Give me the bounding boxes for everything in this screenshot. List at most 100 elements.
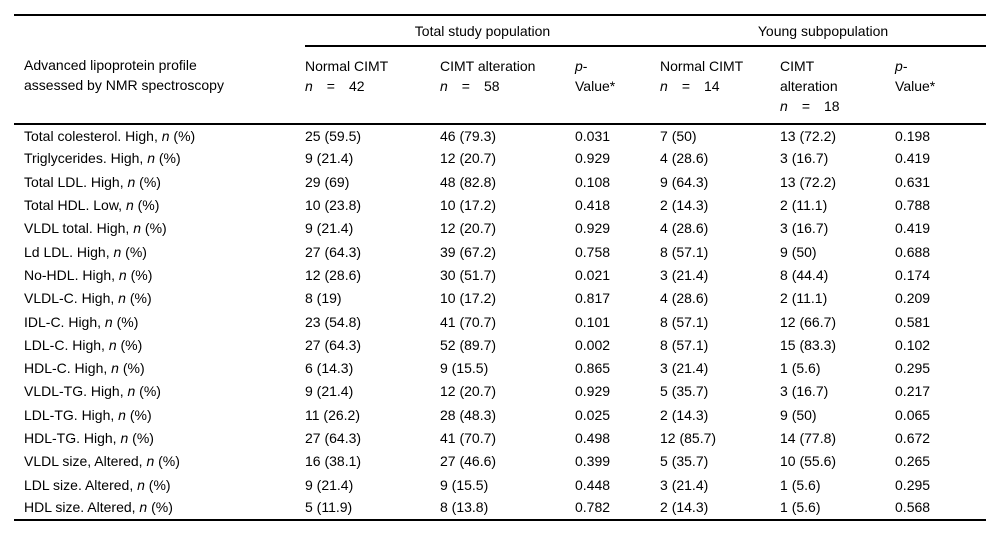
table-row: No-HDL. High, n (%) 12 (28.6) 30 (51.7) 0.0… [14, 264, 986, 287]
data-cell: 0.865 [575, 360, 611, 377]
data-cell: 4 (28.6) [660, 290, 709, 307]
data-cell: 10 (55.6) [780, 453, 837, 470]
data-cell: 0.198 [895, 127, 931, 144]
row-label: VLDL-C. High, n (%) [24, 290, 152, 307]
data-cell: 0.498 [575, 430, 611, 446]
data-cell: 9 (50) [780, 406, 817, 423]
data-cell: 11 (26.2) [305, 406, 360, 423]
data-cell: 10 (17.2) [440, 197, 497, 214]
data-cell: 0.021 [575, 266, 611, 283]
data-cell: 9 (21.4) [305, 383, 354, 400]
data-cell: 0.817 [575, 290, 611, 307]
row-label: VLDL-TG. High, n (%) [24, 383, 161, 400]
data-cell: 4 (28.6) [660, 150, 709, 167]
row-label: VLDL size, Altered, n (%) [24, 453, 180, 470]
data-cell: 27 (64.3) [305, 430, 362, 446]
group-header-spacer [14, 15, 305, 46]
group-header-total-study-population: Total study population [305, 15, 661, 47]
data-cell: 41 (70.7) [440, 313, 497, 330]
data-cell: 3 (16.7) [780, 150, 829, 167]
data-cell: 0.295 [895, 360, 931, 377]
row-header-advanced-lipoprotein-profile: Advanced lipoprotein profile assessed by… [14, 46, 305, 125]
data-cell: 0.174 [895, 266, 931, 283]
data-cell: 8 (44.4) [780, 266, 829, 283]
data-cell: 8 (57.1) [660, 336, 709, 353]
data-cell: 9 (64.3) [660, 173, 709, 190]
data-cell: 0.929 [575, 220, 611, 237]
table-row: Total HDL. Low, n (%) 10 (23.8) 10 (17.2) 0… [14, 194, 986, 217]
data-cell: 3 (21.4) [660, 360, 709, 377]
data-cell: 12 (28.6) [305, 266, 362, 283]
data-cell: 9 (21.4) [305, 150, 354, 167]
data-cell: 3 (21.4) [660, 476, 709, 493]
data-cell: 5 (11.9) [305, 499, 353, 516]
data-cell: 12 (20.7) [440, 383, 497, 400]
data-cell: 13 (72.2) [780, 173, 837, 190]
table-row: LDL-TG. High, n (%) 11 (26.2) 28 (48.3) 0.0… [14, 404, 986, 427]
row-label: HDL size. Altered, n (%) [24, 499, 173, 516]
data-cell: 4 (28.6) [660, 220, 709, 237]
data-cell: 0.672 [895, 430, 931, 446]
col-header-cimt-alteration-total: CIMT alteration n = 58 [440, 46, 575, 125]
data-cell: 9 (15.5) [440, 476, 489, 493]
lipoprotein-profile-table: Total study population Young subpopulati… [14, 14, 987, 522]
data-cell: 27 (64.3) [305, 243, 362, 260]
data-cell: 0.031 [575, 127, 611, 144]
data-cell: 0.631 [895, 173, 931, 190]
data-cell: 2 (14.3) [660, 499, 709, 516]
data-cell: 1 (5.6) [780, 476, 821, 493]
table-row: VLDL-TG. High, n (%) 9 (21.4) 12 (20.7) 0.9… [14, 380, 986, 403]
table-row: VLDL-C. High, n (%) 8 (19) 10 (17.2) 0.817 4… [14, 287, 986, 310]
data-cell: 2 (11.1) [780, 197, 828, 214]
table-row: HDL-TG. High, n (%) 27 (64.3) 41 (70.7) 0.4… [14, 427, 986, 450]
row-header-line1: Advanced lipoprotein profile [24, 57, 197, 73]
group-header-young-subpopulation: Young subpopulation [660, 15, 987, 47]
data-cell: 6 (14.3) [305, 360, 354, 377]
data-cell: 9 (15.5) [440, 360, 489, 377]
data-cell: 2 (14.3) [660, 406, 709, 423]
data-cell: 1 (5.6) [780, 360, 821, 377]
data-cell: 12 (85.7) [660, 430, 717, 446]
row-label: Total HDL. Low, n (%) [24, 197, 160, 214]
data-cell: 2 (11.1) [780, 290, 828, 307]
data-cell: 2 (14.3) [660, 197, 709, 214]
data-cell: 15 (83.3) [780, 336, 837, 353]
table-row: VLDL total. High, n (%) 9 (21.4) 12 (20.7)… [14, 217, 986, 240]
data-cell: 0.782 [575, 499, 611, 516]
data-cell: 27 (46.6) [440, 453, 497, 470]
data-cell: 12 (20.7) [440, 150, 497, 167]
data-cell: 5 (35.7) [660, 383, 709, 400]
data-cell: 3 (16.7) [780, 383, 829, 400]
data-cell: 0.929 [575, 383, 611, 400]
col-header-p-value-young: p- Value* [895, 46, 987, 125]
data-cell: 46 (79.3) [440, 127, 497, 144]
data-cell: 8 (13.8) [440, 499, 489, 516]
table-row: HDL size. Altered, n (%) 5 (11.9) 8 (13.8)… [14, 497, 986, 520]
data-cell: 0.448 [575, 476, 611, 493]
table-row: VLDL size, Altered, n (%) 16 (38.1) 27 (46… [14, 450, 986, 473]
table-row: Total LDL. High, n (%) 29 (69) 48 (82.8) 0.… [14, 171, 986, 194]
data-cell: 28 (48.3) [440, 406, 497, 423]
table-row: Total colesterol. High, n (%) 25 (59.5) 46… [14, 124, 986, 147]
data-cell: 0.002 [575, 336, 611, 353]
data-cell: 29 (69) [305, 173, 350, 190]
row-label: HDL-TG. High, n (%) [24, 430, 154, 446]
table-row: HDL-C. High, n (%) 6 (14.3) 9 (15.5) 0.865 3… [14, 357, 986, 380]
row-label: Ld LDL. High, n (%) [24, 243, 147, 260]
row-label: LDL-C. High, n (%) [24, 336, 143, 353]
table-row: LDL size. Altered, n (%) 9 (21.4) 9 (15.5)… [14, 473, 986, 496]
data-cell: 8 (19) [305, 290, 342, 307]
data-cell: 30 (51.7) [440, 266, 497, 283]
data-cell: 0.209 [895, 290, 931, 307]
data-cell: 0.065 [895, 406, 931, 423]
row-label: LDL size. Altered, n (%) [24, 476, 171, 493]
data-cell: 0.101 [575, 313, 611, 330]
data-cell: 10 (17.2) [440, 290, 497, 307]
row-header-line2: assessed by NMR spectroscopy [24, 77, 224, 93]
data-cell: 5 (35.7) [660, 453, 709, 470]
table-row: Triglycerides. High, n (%) 9 (21.4) 12 (20… [14, 147, 986, 170]
data-cell: 27 (64.3) [305, 336, 362, 353]
data-cell: 0.102 [895, 336, 931, 353]
column-header-row: Advanced lipoprotein profile assessed by… [14, 46, 987, 125]
